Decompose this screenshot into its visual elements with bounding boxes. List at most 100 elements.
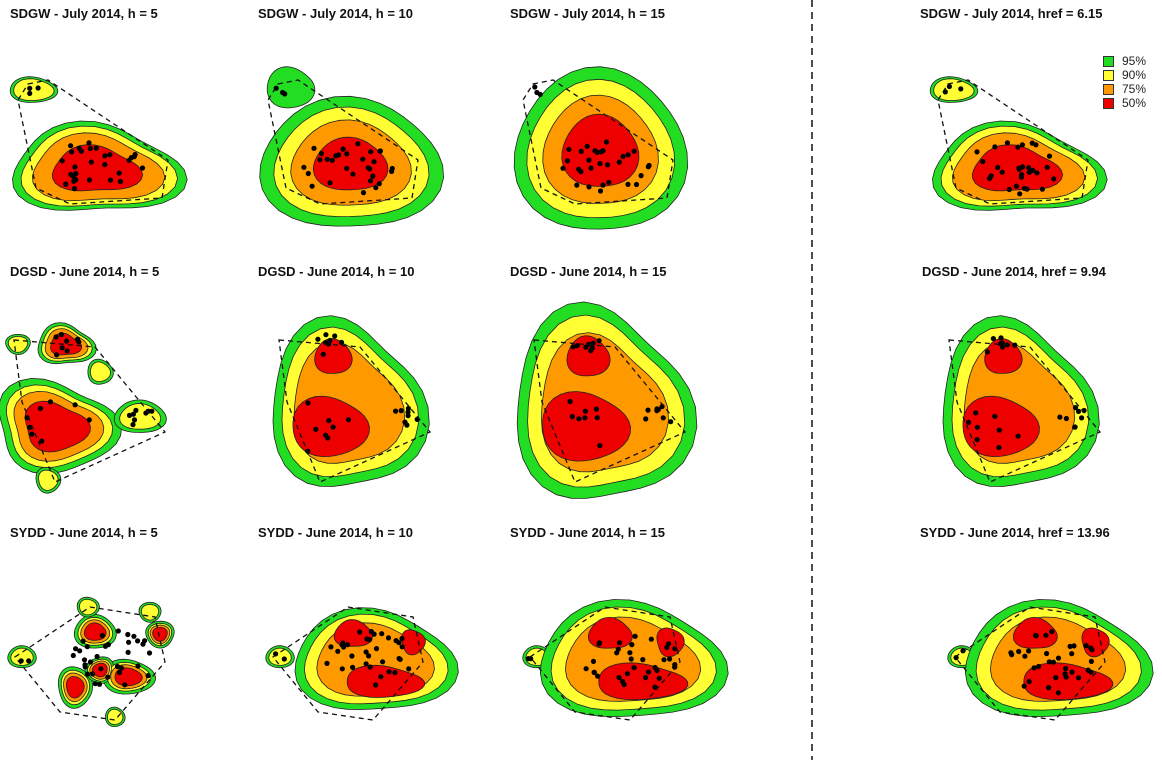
dgsd-href-location-point [1063,415,1069,422]
sdgw-href-mcp-polygon [937,79,1089,205]
panel-title-sydd-h10: SYDD - June 2014, h = 10 [258,525,413,540]
legend-swatch-95 [1103,55,1114,67]
dgsd-href-location-point [1079,415,1085,421]
dgsd-h10-location-point [313,426,319,432]
sdgw-href-location-point [1044,164,1050,170]
sdgw-h10-location-point [329,157,335,163]
sdgw-h10-location-point [350,171,356,177]
legend-item-90: 90% [1103,68,1146,82]
sydd-h5-location-point [99,632,105,639]
dgsd-h15-location-point [645,407,651,413]
sdgw-h5-location-point [86,177,93,183]
dgsd-h10-location-point [345,417,352,423]
sydd-h10-location-point [350,664,356,671]
sdgw-h5-location-point [126,157,132,163]
sdgw-h5-location-point [102,162,108,168]
panel-title-dgsd-h5: DGSD - June 2014, h = 5 [10,264,160,279]
sydd-h10-location-point [399,635,405,642]
sydd-href-location-point [1026,678,1032,685]
sydd-h10-location-point [372,682,379,688]
panel-title-dgsd-h15: DGSD - June 2014, h = 15 [510,264,667,279]
sdgw-h10-location-point [317,157,323,163]
sydd-href-contour-50-0 [1012,616,1058,649]
sdgw-h15-location-point [592,148,598,154]
dgsd-h5-location-point [47,399,54,405]
sdgw-h15-location-point [620,153,626,160]
sydd-h15-location-point [640,657,646,663]
sdgw-h10-location-point [309,183,315,189]
dgsd-h5-location-point [64,338,70,344]
sydd-h10-location-point [363,661,369,667]
sydd-h10-location-point [367,636,373,643]
sdgw-h15-location-point [606,179,612,185]
sydd-h10-location-point [368,628,374,635]
dgsd-h15-location-point [643,416,649,422]
sdgw-href-location-point [1021,185,1028,191]
sydd-h10-location-point [379,631,385,637]
sydd-h10-mcp-polygon [272,606,424,721]
legend-swatch-90 [1103,69,1114,81]
sydd-href-location-point [1069,669,1075,675]
sydd-h5-location-point [92,681,98,687]
dgsd-h5-location-point [54,352,60,358]
sydd-h15-location-point [624,671,631,677]
dgsd-h5-contour-50-0 [50,332,83,356]
dgsd-h10-location-point [315,336,321,342]
dgsd-href-contour-50-0 [984,338,1023,374]
sydd-h15-contour-50-1 [598,662,689,701]
dgsd-href-location-point [998,335,1004,341]
dgsd-href-location-point [997,341,1004,347]
sdgw-h5-location-point [102,153,108,159]
dgsd-href-location-point [996,427,1002,433]
sdgw-h15-location-point [560,165,566,171]
sdgw-href-location-point [1019,142,1025,148]
panel-title-dgsd-href: DGSD - June 2014, href = 9.94 [922,264,1106,279]
panel-title-sdgw-h5: SDGW - July 2014, h = 5 [10,6,158,21]
dgsd-href-location-point [996,444,1002,451]
sdgw-h15-location-point [625,152,631,158]
sdgw-href-location-point [1029,140,1035,146]
sydd-h10-location-point [367,664,373,670]
sydd-h5-mcp-polygon [14,606,166,721]
legend-item-75: 75% [1103,82,1146,96]
sydd-h5-location-point [84,644,90,650]
sdgw-h15-location-point [586,184,592,190]
sdgw-h15-location-point [578,148,584,154]
sydd-h5-location-point [77,648,83,654]
dgsd-h10-location-point [323,432,329,438]
sdgw-h15-location-point [564,158,571,164]
sydd-href-location-point [1067,643,1073,650]
sdgw-href-location-point [1026,165,1032,171]
dgsd-h15-location-point [660,415,666,421]
sdgw-h10-location-point [305,170,311,177]
dgsd-href-location-point [965,419,972,425]
sdgw-href-location-point [988,173,994,179]
sydd-h15-location-point [656,675,662,681]
sdgw-h10-location-point [377,148,383,154]
dgsd-h10-location-point [405,405,411,412]
sydd-h5-location-point [96,681,103,687]
sydd-h5-location-point [80,638,86,644]
sdgw-h5-location-point [116,170,122,176]
legend-item-50: 50% [1103,96,1146,110]
sdgw-href-location-point [995,164,1001,171]
sydd-h5-location-point [125,631,131,638]
dgsd-h5-location-point [59,345,65,351]
legend-label-50: 50% [1122,96,1147,110]
sdgw-href-location-point [974,149,980,155]
sdgw-h10-location-point [344,165,350,172]
sydd-href-location-point [1016,648,1022,655]
sydd-h10-location-point [396,640,402,646]
sdgw-h5-location-point [93,145,99,151]
sydd-h10-location-point [373,646,380,652]
dgsd-h10-location-point [393,408,399,414]
sydd-href-location-point [1063,665,1069,672]
sdgw-href-location-point [1016,165,1022,171]
sydd-h10-location-point [273,651,279,657]
sydd-h5-location-point [115,628,121,634]
sdgw-href-location-point [958,86,964,92]
sydd-h10-contour-50-1 [346,664,426,698]
sdgw-href-location-point [1013,183,1020,189]
dgsd-h15-location-point [582,408,589,414]
sydd-h10-location-point [335,648,341,654]
